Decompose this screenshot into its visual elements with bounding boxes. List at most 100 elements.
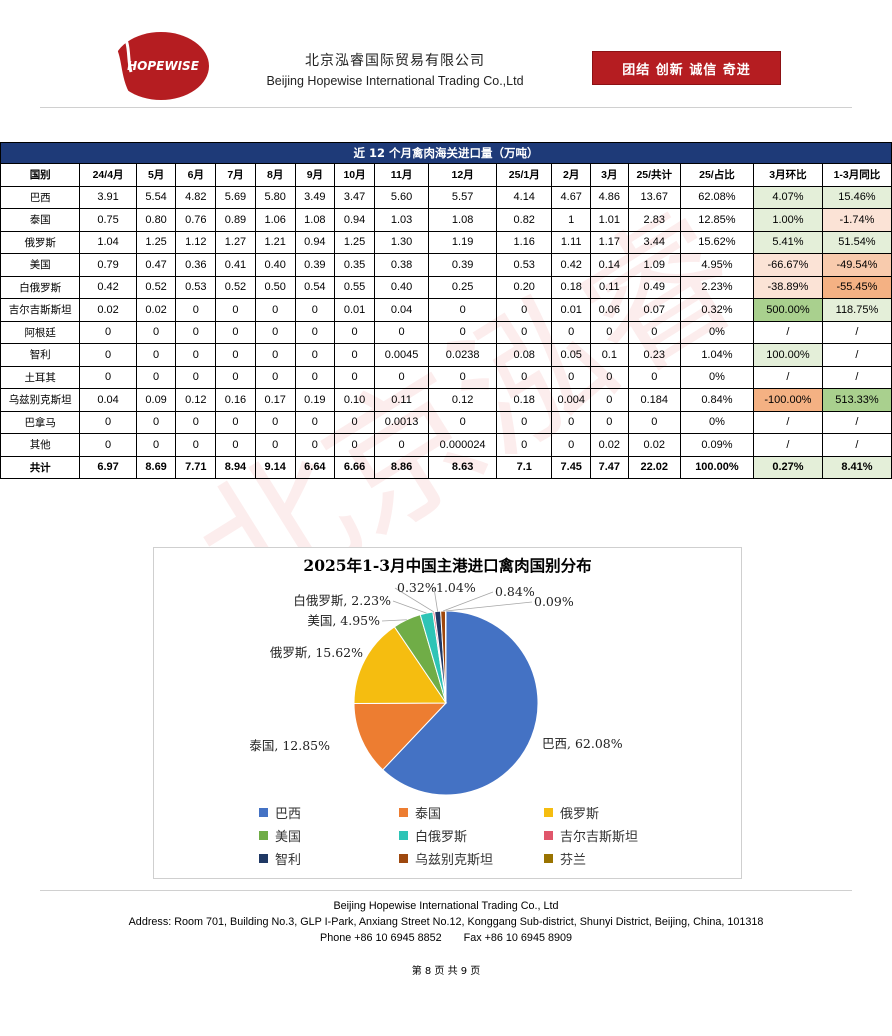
table-total-row: 共计 6.97 8.69 7.71 8.94 9.14 6.64 6.66 8.86 8.63 7.… — [0, 455, 892, 479]
value-cell: 7.47 — [590, 455, 629, 479]
value-cell: 0 — [551, 410, 592, 434]
legend-item: 白俄罗斯 — [399, 826, 467, 845]
value-cell: 0 — [334, 410, 375, 434]
leader-line-3 — [381, 619, 407, 622]
value-cell: 500.00% — [752, 298, 823, 322]
country-cell: 美国 — [0, 253, 81, 277]
value-cell: 0.42 — [551, 253, 592, 277]
country-cell: 乌兹别克斯坦 — [0, 388, 81, 412]
value-cell: 0 — [294, 343, 336, 367]
value-cell: 0 — [175, 365, 217, 389]
import-volume-table: 近 12 个月禽肉海关进口量（万吨） 国别 24/4月 5月 6月 7月 8月 9月 10月 1… — [0, 142, 892, 479]
value-cell: / — [821, 320, 892, 344]
country-cell: 吉尔吉斯斯坦 — [0, 298, 81, 322]
page-number: 第 8 页 共 9 页 — [411, 966, 481, 977]
value-cell: 0.47 — [135, 253, 177, 277]
value-cell: 0.02 — [590, 433, 629, 457]
footer-divider — [40, 890, 852, 891]
value-cell: 0 — [294, 365, 336, 389]
value-cell: 22.02 — [627, 455, 681, 479]
value-cell: 25/共计 — [627, 163, 681, 187]
value-cell: 0 — [496, 410, 553, 434]
value-cell: 0 — [590, 388, 629, 412]
pie-slice-1 — [353, 702, 448, 771]
value-cell: 0.16 — [215, 388, 256, 412]
value-cell: 0.04 — [373, 298, 430, 322]
value-cell: 0 — [175, 343, 217, 367]
value-cell: 0 — [79, 343, 137, 367]
table-row: 其他 0 0 0 0 0 0 0 0 0.000024 0 0 0.02 0.02 0.09% / / — [0, 433, 892, 457]
value-cell: 0.55 — [334, 275, 375, 299]
value-cell: 0 — [496, 298, 553, 322]
value-cell: 0 — [135, 343, 177, 367]
value-cell: 0 — [334, 320, 375, 344]
value-cell: 0 — [215, 298, 256, 322]
legend-label: 吉尔吉斯斯坦 — [560, 830, 639, 845]
value-cell: 7.45 — [551, 455, 592, 479]
value-cell: 1.09 — [627, 253, 681, 277]
country-cell: 土耳其 — [0, 365, 81, 389]
legend-label: 巴西 — [275, 807, 302, 822]
legend-item: 吉尔吉斯斯坦 — [544, 826, 638, 845]
value-cell: 1.06 — [254, 208, 296, 232]
value-cell: 0 — [551, 320, 592, 344]
value-cell: 4.07% — [752, 185, 823, 209]
value-cell: 0.20 — [496, 275, 553, 299]
value-cell: 25/1月 — [496, 163, 553, 187]
value-cell: 0.40 — [373, 275, 430, 299]
value-cell: 513.33% — [821, 388, 892, 412]
value-cell: 8.63 — [428, 455, 498, 479]
value-cell: 3.91 — [79, 185, 137, 209]
motto-banner: 团结 创新 诚信 奇进 — [592, 51, 781, 85]
value-cell: 0 — [294, 298, 336, 322]
legend-item: 泰国 — [399, 803, 441, 822]
value-cell: 0% — [679, 410, 754, 434]
value-cell: 3.47 — [334, 185, 375, 209]
value-cell: 0.36 — [175, 253, 217, 277]
legend-swatch — [544, 808, 553, 817]
value-cell: 5.80 — [254, 185, 296, 209]
value-cell: 0 — [294, 320, 336, 344]
value-cell: 0.02 — [135, 298, 177, 322]
value-cell: 8.86 — [373, 455, 430, 479]
value-cell: 1.30 — [373, 230, 430, 254]
pie-slice-2 — [353, 626, 447, 704]
value-cell: 1.00% — [752, 208, 823, 232]
leader-line-8 — [445, 601, 533, 612]
value-cell: 5月 — [135, 163, 177, 187]
footer-address: Address: Room 701, Building No.3, GLP I-… — [128, 916, 764, 928]
country-cell: 智利 — [0, 343, 81, 367]
value-cell: 1.16 — [496, 230, 553, 254]
value-cell: 24/4月 — [79, 163, 137, 187]
value-cell: 0.08 — [496, 343, 553, 367]
table-title-row: 近 12 个月禽肉海关进口量（万吨） — [0, 142, 892, 164]
value-cell: 0.75 — [79, 208, 137, 232]
value-cell: 0.0045 — [373, 343, 430, 367]
page-footer: Beijing Hopewise International Trading C… — [0, 898, 892, 946]
legend-label: 智利 — [275, 853, 302, 868]
value-cell: 0.94 — [334, 208, 375, 232]
value-cell: 8.94 — [215, 455, 256, 479]
footer-phone: Phone +86 10 6945 8852 — [320, 932, 442, 944]
slice-label-8: 0.09% — [534, 594, 574, 609]
value-cell: 25/占比 — [679, 163, 754, 187]
value-cell: 0 — [175, 320, 217, 344]
pie-slice-0 — [382, 610, 539, 796]
value-cell: / — [821, 365, 892, 389]
value-cell: 5.57 — [428, 185, 498, 209]
value-cell: 0.12 — [428, 388, 498, 412]
slice-label-5: 0.32% — [397, 580, 437, 595]
value-cell: 0.27% — [752, 455, 823, 479]
value-cell: 2月 — [551, 163, 592, 187]
legend-item: 乌兹别克斯坦 — [399, 849, 493, 868]
legend-item: 巴西 — [259, 803, 301, 822]
value-cell: 0 — [551, 365, 592, 389]
value-cell: 1.04 — [79, 230, 137, 254]
value-cell: 0.39 — [294, 253, 336, 277]
value-cell: / — [821, 410, 892, 434]
legend-swatch — [259, 831, 268, 840]
value-cell: 1.11 — [551, 230, 592, 254]
value-cell: 0 — [294, 433, 336, 457]
value-cell: 0.14 — [590, 253, 629, 277]
value-cell: 1.04% — [679, 343, 754, 367]
